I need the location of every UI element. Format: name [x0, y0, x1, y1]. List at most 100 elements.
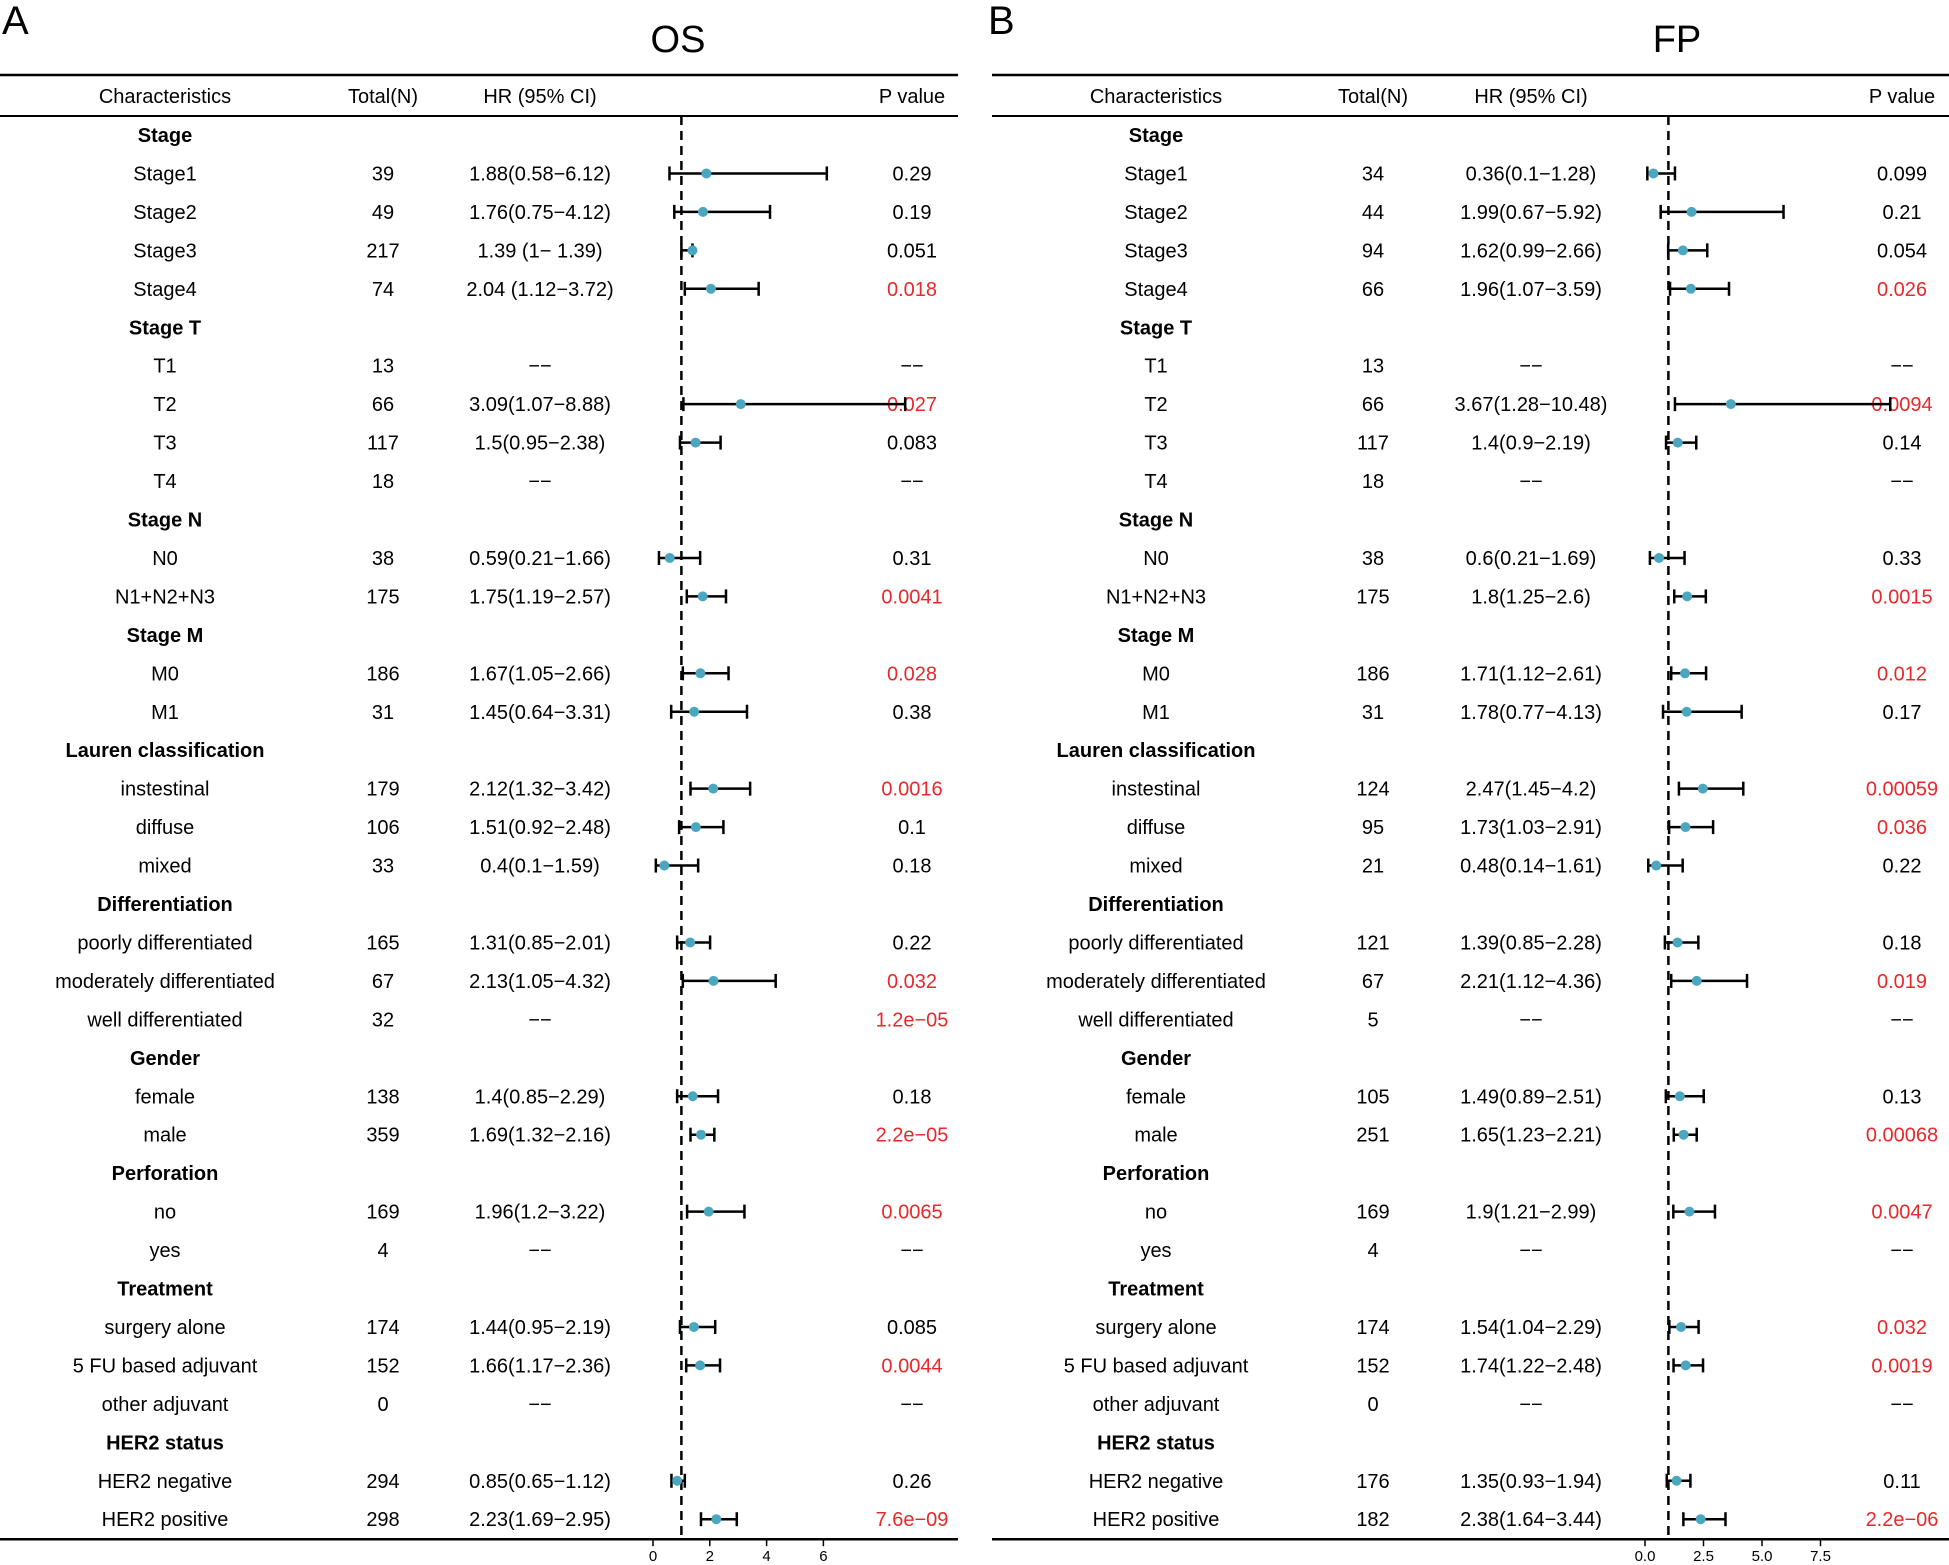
row-hr-ci: 1.75(1.19−2.57)	[469, 586, 611, 608]
hr-point	[697, 206, 708, 217]
row-p-value: 0.14	[1883, 433, 1922, 455]
hr-point	[664, 552, 675, 563]
row-hr-ci: 3.67(1.28−10.48)	[1455, 394, 1608, 416]
row-p-value: 0.22	[893, 932, 932, 954]
hr-point	[1691, 975, 1702, 986]
row-total: 106	[366, 817, 399, 839]
row-label: no	[1145, 1202, 1167, 1224]
row-p-value: 0.026	[1877, 279, 1927, 301]
row-label: Stage1	[133, 163, 196, 185]
row-label: T4	[153, 471, 176, 493]
row-total: 67	[1362, 971, 1384, 993]
row-label: T4	[1144, 471, 1167, 493]
row-total: 298	[366, 1509, 399, 1531]
row-total: 121	[1356, 932, 1389, 954]
hr-point	[690, 437, 701, 448]
row-p-value: 0.1	[898, 817, 926, 839]
group-header: Stage N	[128, 510, 202, 532]
row-total: 18	[372, 471, 394, 493]
row-hr-ci: 1.54(1.04−2.29)	[1460, 1317, 1602, 1339]
row-p-value: 0.036	[1877, 817, 1927, 839]
row-hr-ci: 1.51(0.92−2.48)	[469, 817, 611, 839]
row-total: 175	[1356, 586, 1389, 608]
hr-point	[695, 668, 706, 679]
row-hr-ci: 2.38(1.64−3.44)	[1460, 1509, 1602, 1531]
hr-point	[1680, 1360, 1691, 1371]
row-label: surgery alone	[1095, 1317, 1216, 1339]
group-header: Stage N	[1119, 510, 1193, 532]
row-total: 105	[1356, 1086, 1389, 1108]
group-header: Treatment	[1108, 1279, 1204, 1301]
row-label: Stage4	[1124, 279, 1187, 301]
row-hr-ci: −−	[1519, 1009, 1542, 1031]
row-p-value: 0.028	[887, 663, 937, 685]
row-p-value: 2.2e−05	[876, 1125, 949, 1147]
row-label: yes	[149, 1240, 180, 1262]
row-p-value: 0.21	[1883, 202, 1922, 224]
row-p-value: −−	[1890, 1240, 1913, 1262]
row-total: 175	[366, 586, 399, 608]
hr-point	[1685, 283, 1696, 294]
row-p-value: 0.0094	[1871, 394, 1932, 416]
row-label: diffuse	[1127, 817, 1186, 839]
row-label: instestinal	[1112, 779, 1201, 801]
row-p-value: 0.18	[893, 856, 932, 878]
row-hr-ci: 1.4(0.9−2.19)	[1471, 433, 1591, 455]
row-label: T1	[1144, 356, 1167, 378]
hr-point	[1654, 552, 1665, 563]
row-label: M0	[151, 663, 179, 685]
column-header-p-value: P value	[1869, 86, 1935, 108]
row-label: well differentiated	[86, 1009, 242, 1031]
row-total: 67	[372, 971, 394, 993]
row-label: T2	[1144, 394, 1167, 416]
hr-point	[735, 399, 746, 410]
hr-point	[1686, 206, 1697, 217]
row-total: 124	[1356, 779, 1389, 801]
row-total: 44	[1362, 202, 1384, 224]
row-total: 13	[1362, 356, 1384, 378]
row-hr-ci: 1.73(1.03−2.91)	[1460, 817, 1602, 839]
column-header-total: Total(N)	[1338, 86, 1408, 108]
row-p-value: 0.11	[1883, 1471, 1920, 1493]
column-header-characteristics: Characteristics	[99, 86, 231, 108]
row-label: N0	[152, 548, 178, 570]
row-hr-ci: −−	[528, 1240, 551, 1262]
group-header: Perforation	[1103, 1163, 1210, 1185]
row-label: Stage2	[1124, 202, 1187, 224]
row-label: well differentiated	[1077, 1009, 1233, 1031]
row-p-value: 0.0044	[881, 1355, 942, 1377]
row-p-value: 0.019	[1877, 971, 1927, 993]
row-p-value: 2.2e−06	[1866, 1509, 1939, 1531]
group-header: Gender	[130, 1048, 200, 1070]
row-p-value: 0.31	[893, 548, 932, 570]
row-p-value: 0.13	[1883, 1086, 1922, 1108]
row-total: 31	[1362, 702, 1384, 724]
row-label: 5 FU based adjuvant	[73, 1355, 258, 1377]
row-hr-ci: −−	[1519, 1394, 1542, 1416]
forest-panel-a: A OS Characteristics Total(N) HR (95% CI) P v…	[0, 0, 958, 1565]
hr-point	[695, 1360, 706, 1371]
row-hr-ci: 1.99(0.67−5.92)	[1460, 202, 1602, 224]
group-header: Perforation	[112, 1163, 219, 1185]
row-total: 21	[1362, 856, 1384, 878]
row-hr-ci: 3.09(1.07−8.88)	[469, 394, 611, 416]
row-hr-ci: 1.35(0.93−1.94)	[1460, 1471, 1602, 1493]
row-total: 179	[366, 779, 399, 801]
row-p-value: 0.083	[887, 433, 937, 455]
row-total: 38	[1362, 548, 1384, 570]
hr-point	[1697, 783, 1708, 794]
row-total: 74	[372, 279, 394, 301]
hr-point	[701, 168, 712, 179]
hr-point	[685, 937, 696, 948]
row-hr-ci: 0.48(0.14−1.61)	[1460, 856, 1602, 878]
hr-point	[1684, 1206, 1695, 1217]
hr-point	[690, 822, 701, 833]
row-label: N1+N2+N3	[115, 586, 215, 608]
hr-point	[1680, 668, 1691, 679]
row-total: 49	[372, 202, 394, 224]
group-header: Stage T	[129, 317, 201, 339]
column-header-total: Total(N)	[348, 86, 418, 108]
row-hr-ci: 1.69(1.32−2.16)	[469, 1125, 611, 1147]
hr-point	[1648, 168, 1659, 179]
row-hr-ci: 1.49(0.89−2.51)	[1460, 1086, 1602, 1108]
